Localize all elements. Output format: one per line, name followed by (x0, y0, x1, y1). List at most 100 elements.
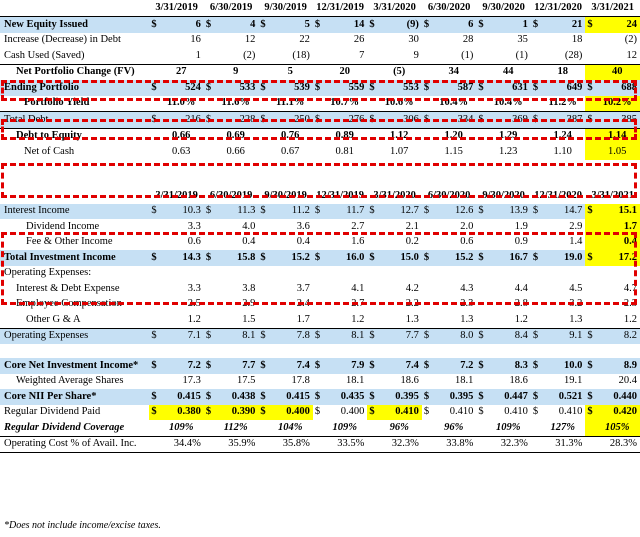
currency-cell (531, 374, 541, 390)
currency-cell (530, 435, 541, 453)
value-cell: (2) (213, 48, 259, 65)
column-header: 6/30/2020 (427, 2, 471, 13)
value-cell: 0.521 (540, 389, 586, 405)
value-cell: 0.4 (595, 234, 640, 250)
value-cell: 7.8 (268, 327, 313, 344)
currency-cell (204, 281, 214, 297)
value-cell: 276 (322, 111, 368, 129)
value-cell: 0.81 (335, 145, 354, 157)
header-row: 3/31/2019 6/30/2019 9/30/2019 12/31/2019 3/3… (0, 0, 640, 17)
value-cell: 0.435 (322, 389, 368, 405)
row-label: Portfolio Yield (24, 97, 90, 109)
value-cell: 524 (159, 80, 204, 96)
column-header: 12/31/2020 (534, 2, 583, 13)
currency-cell: $ (476, 80, 487, 96)
value-cell (595, 266, 640, 282)
currency-cell: $ (421, 203, 432, 219)
value-cell: 17.5 (237, 375, 256, 387)
value-cell: 10.7% (330, 97, 360, 109)
currency-cell (258, 128, 268, 144)
currency-cell (476, 64, 486, 80)
currency-cell (585, 64, 596, 80)
value-cell: 19.1 (564, 375, 583, 387)
value-cell: 9 (233, 66, 239, 78)
currency-cell: $ (476, 327, 487, 344)
value-cell (159, 266, 203, 282)
currency-cell (149, 48, 160, 65)
value-cell: 688 (595, 80, 640, 96)
currency-cell (531, 266, 541, 282)
currency-cell: $ (258, 404, 269, 420)
value-cell: 1.14 (595, 128, 640, 144)
currency-cell (367, 144, 377, 160)
value-cell: 16 (190, 34, 201, 46)
currency-cell (149, 144, 159, 160)
currency-cell: $ (421, 16, 432, 33)
table-row: Increase (Decrease) in Debt 16 12 22 26 30 28 3… (0, 33, 640, 49)
currency-cell: $ (258, 389, 269, 405)
value-cell: 1.10 (553, 145, 572, 157)
currency-cell (367, 64, 377, 80)
currency-cell: $ (149, 389, 160, 405)
value-cell: 96% (389, 421, 409, 433)
value-cell: 11.2 (268, 203, 313, 219)
currency-cell (585, 33, 595, 49)
value-cell: 0.440 (595, 389, 640, 405)
currency-cell: $ (585, 327, 596, 344)
row-label: Net Portfolio Change (FV) (16, 66, 135, 78)
currency-cell (531, 128, 541, 144)
column-header: 3/31/2020 (373, 2, 416, 13)
currency-cell: $ (312, 389, 323, 405)
currency-cell (313, 420, 323, 436)
value-cell: 96% (444, 421, 464, 433)
value-cell: 306 (377, 111, 422, 129)
currency-cell (531, 312, 541, 328)
value-cell: 17.2 (595, 250, 640, 266)
currency-cell: $ (312, 16, 323, 33)
column-header: 6/30/2019 (209, 189, 253, 201)
currency-cell: $ (530, 327, 541, 344)
table-row: Regular Dividend Coverage 109% 112% 104% 109… (0, 420, 640, 436)
currency-cell (422, 64, 432, 80)
currency-cell: $ (203, 250, 214, 266)
table-row: Net Portfolio Change (FV) 27 9 5 20 (5) 34 44 18… (0, 64, 640, 80)
currency-cell: $ (476, 358, 487, 374)
currency-cell (585, 266, 595, 282)
value-cell: 2.3 (460, 298, 474, 310)
currency-cell: $ (421, 389, 432, 405)
currency-cell (422, 312, 432, 328)
value-cell: 20 (339, 66, 350, 78)
value-cell: 28 (462, 34, 474, 46)
currency-cell (258, 235, 268, 251)
currency-cell (149, 96, 159, 112)
value-cell: 1.20 (444, 130, 463, 142)
currency-cell (204, 420, 214, 436)
currency-cell: $ (203, 358, 214, 374)
currency-cell (313, 33, 323, 49)
value-cell: 0.66 (226, 145, 245, 157)
value-cell: 7.7 (377, 327, 422, 344)
value-cell: 14.7 (540, 203, 586, 219)
currency-cell (258, 435, 269, 453)
value-cell: 0.2 (405, 236, 419, 248)
value-cell: 20.4 (618, 375, 637, 387)
currency-cell (313, 96, 323, 112)
currency-cell (476, 420, 486, 436)
value-cell: 0.69 (226, 130, 245, 142)
value-cell: 1 (486, 16, 531, 33)
currency-cell (531, 420, 541, 436)
currency-cell: $ (149, 327, 160, 344)
value-cell: 0.415 (159, 389, 204, 405)
currency-cell (367, 235, 377, 251)
currency-cell (531, 235, 541, 251)
currency-cell: $ (476, 16, 487, 33)
column-header: 12/31/2020 (534, 189, 583, 201)
value-cell: 9.1 (540, 327, 586, 344)
value-cell: 34 (448, 66, 459, 78)
currency-cell (422, 33, 432, 49)
value-cell: 112% (223, 421, 248, 433)
currency-cell (258, 312, 268, 328)
currency-cell: $ (476, 203, 487, 219)
value-cell: 3.7 (296, 282, 310, 294)
table-row: Net of Cash 0.63 0.66 0.67 0.81 1.07 1.15 1.23 1… (0, 144, 640, 160)
